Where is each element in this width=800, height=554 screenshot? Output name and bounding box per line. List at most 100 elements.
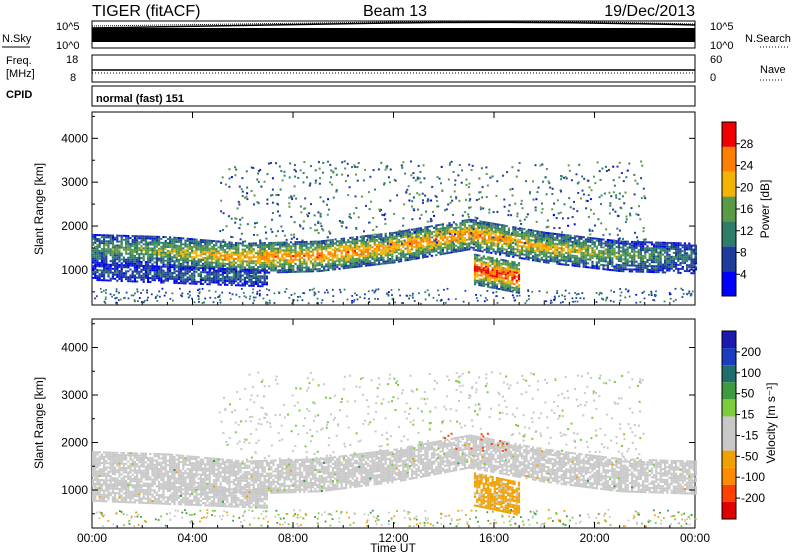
power-cell bbox=[534, 257, 537, 260]
power-cell bbox=[529, 245, 532, 247]
power-cell bbox=[523, 237, 526, 240]
power-cell bbox=[199, 240, 202, 243]
power-cell bbox=[351, 250, 354, 253]
power-cell bbox=[415, 233, 418, 236]
power-cell bbox=[281, 243, 284, 246]
power-cell bbox=[635, 254, 638, 257]
power-cell bbox=[466, 248, 469, 251]
power-cell bbox=[402, 253, 405, 256]
power-cell bbox=[226, 276, 229, 278]
power-cell bbox=[554, 254, 557, 257]
power-cell bbox=[532, 243, 535, 246]
power-cell bbox=[397, 238, 400, 241]
power-cell bbox=[312, 254, 315, 257]
power-cell bbox=[140, 278, 143, 281]
power-cell bbox=[424, 246, 427, 249]
power-cell bbox=[616, 233, 619, 236]
power-cell bbox=[290, 241, 293, 244]
power-cell bbox=[506, 171, 509, 174]
power-cell bbox=[681, 246, 684, 249]
power-cell bbox=[125, 264, 128, 267]
power-cell bbox=[257, 256, 260, 259]
power-cell bbox=[133, 247, 136, 249]
power-cell bbox=[250, 256, 253, 259]
power-cell bbox=[237, 284, 240, 287]
power-cell bbox=[293, 236, 296, 239]
power-cell bbox=[204, 257, 207, 260]
power-cell bbox=[694, 246, 697, 249]
power-cell bbox=[230, 257, 233, 260]
power-cell bbox=[393, 247, 396, 250]
power-cell bbox=[435, 228, 438, 231]
power-cell bbox=[294, 270, 297, 273]
power-cell bbox=[276, 247, 279, 250]
power-cell bbox=[653, 255, 656, 258]
power-cell bbox=[587, 262, 590, 265]
power-cell bbox=[122, 264, 125, 267]
power-cell bbox=[263, 271, 266, 274]
power-cell bbox=[639, 254, 642, 257]
power-cell bbox=[290, 259, 293, 262]
power-cell bbox=[473, 267, 477, 270]
power-cell bbox=[648, 259, 651, 262]
power-cell bbox=[158, 269, 161, 272]
power-cell bbox=[246, 252, 249, 255]
power-cell bbox=[393, 261, 396, 264]
power-cell bbox=[92, 257, 95, 260]
power-cell bbox=[383, 182, 386, 185]
power-cell bbox=[637, 266, 640, 269]
power-cell bbox=[477, 231, 480, 234]
power-cell bbox=[694, 260, 697, 263]
power-cell bbox=[688, 242, 691, 245]
power-cell bbox=[120, 280, 123, 282]
power-cell bbox=[263, 244, 266, 247]
power-cell bbox=[305, 260, 308, 263]
power-cell bbox=[180, 272, 183, 275]
power-cell bbox=[437, 243, 440, 246]
power-cell bbox=[602, 268, 605, 271]
power-cell bbox=[558, 251, 561, 254]
power-cell bbox=[279, 259, 282, 262]
power-cell bbox=[120, 240, 123, 243]
power-cell bbox=[263, 283, 266, 286]
power-cell bbox=[206, 243, 209, 246]
power-cell bbox=[153, 261, 156, 264]
power-cell bbox=[402, 246, 405, 248]
power-cell bbox=[155, 253, 158, 256]
power-cell bbox=[307, 248, 310, 251]
power-cell bbox=[558, 261, 561, 263]
power-cell bbox=[345, 259, 348, 262]
power-cell bbox=[659, 265, 662, 268]
power-cell bbox=[298, 223, 301, 226]
power-cell bbox=[238, 185, 241, 188]
power-cell bbox=[518, 162, 521, 164]
power-cell bbox=[127, 280, 130, 283]
power-cell bbox=[109, 260, 112, 263]
power-cell bbox=[591, 260, 594, 263]
power-cell bbox=[488, 227, 491, 230]
power-cell bbox=[213, 267, 216, 270]
power-cell bbox=[237, 256, 240, 258]
power-cell bbox=[561, 217, 564, 220]
power-cell bbox=[413, 238, 416, 241]
power-cell bbox=[615, 267, 618, 270]
power-cell bbox=[655, 271, 658, 274]
power-cell bbox=[142, 235, 145, 238]
power-cell bbox=[158, 249, 161, 252]
power-cell bbox=[127, 244, 130, 247]
power-cell bbox=[617, 248, 620, 251]
power-cell bbox=[175, 276, 178, 279]
power-cell bbox=[513, 267, 516, 270]
power-cell bbox=[100, 242, 103, 245]
power-cell bbox=[294, 241, 297, 244]
power-cell bbox=[331, 254, 334, 257]
power-cell bbox=[538, 252, 541, 255]
power-cell bbox=[322, 161, 325, 164]
power-cell bbox=[100, 273, 103, 276]
power-cell bbox=[584, 256, 587, 259]
power-cell bbox=[314, 248, 317, 251]
power-cell bbox=[411, 240, 414, 243]
power-cell bbox=[400, 252, 403, 255]
power-cell bbox=[613, 249, 616, 252]
power-cell bbox=[215, 256, 218, 259]
